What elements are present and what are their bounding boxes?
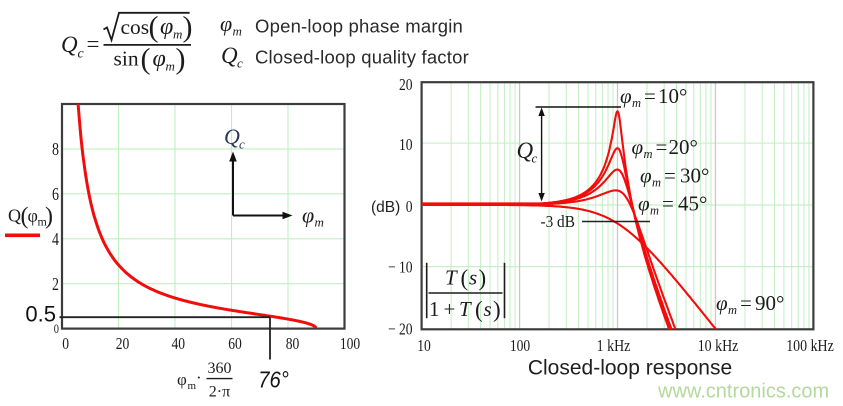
svg-text:φ: φ: [28, 206, 38, 226]
svg-text:φ: φ: [160, 14, 173, 40]
svg-text:c: c: [237, 56, 243, 71]
svg-text:T: T: [445, 266, 458, 290]
svg-text:φ: φ: [220, 11, 232, 36]
svg-text:2·π: 2·π: [209, 384, 230, 401]
svg-text:6: 6: [52, 186, 59, 205]
svg-text:s: s: [484, 297, 492, 321]
svg-text:360: 360: [208, 360, 232, 377]
svg-text:m: m: [173, 27, 182, 42]
svg-text:90°: 90°: [755, 291, 784, 315]
svg-text:): ): [479, 266, 487, 291]
svg-text:): ): [45, 204, 53, 230]
svg-text:0: 0: [54, 322, 59, 336]
svg-text:10: 10: [417, 337, 431, 356]
svg-text:m: m: [166, 59, 175, 74]
svg-text:c: c: [239, 137, 245, 152]
svg-text:m: m: [38, 215, 48, 229]
svg-text:Open-loop phase margin: Open-loop phase margin: [255, 16, 463, 37]
svg-text:sin: sin: [114, 47, 139, 71]
svg-text:=: =: [662, 192, 674, 216]
svg-text:10°: 10°: [658, 84, 687, 108]
svg-text:30°: 30°: [680, 164, 709, 188]
svg-text:− 20: − 20: [388, 320, 413, 339]
svg-text:− 10: − 10: [388, 258, 413, 277]
svg-text:Closed-loop quality factor: Closed-loop quality factor: [255, 47, 469, 68]
svg-text:100: 100: [510, 337, 531, 356]
svg-text:100: 100: [340, 335, 361, 354]
svg-text:=: =: [87, 32, 100, 57]
svg-text:40: 40: [172, 335, 186, 354]
svg-text:45°: 45°: [678, 192, 707, 216]
svg-text:φ: φ: [640, 164, 652, 188]
svg-text:φ: φ: [716, 291, 728, 315]
svg-text:10: 10: [399, 136, 413, 155]
svg-text:φ: φ: [638, 192, 650, 216]
svg-text:m: m: [188, 380, 197, 392]
svg-text:76°: 76°: [258, 366, 289, 393]
svg-text:φ: φ: [177, 370, 187, 389]
svg-text:φ: φ: [153, 46, 166, 72]
svg-text:Q: Q: [517, 138, 534, 163]
svg-text:20°: 20°: [669, 135, 698, 159]
svg-text:(: (: [21, 204, 29, 230]
svg-text:10 kHz: 10 kHz: [698, 337, 739, 356]
svg-text:100 kHz: 100 kHz: [786, 337, 834, 356]
svg-text:c: c: [532, 151, 538, 166]
svg-text:Q: Q: [8, 206, 21, 226]
svg-text:T: T: [459, 297, 472, 321]
svg-text:φ: φ: [632, 135, 644, 159]
svg-text:8: 8: [52, 141, 59, 160]
svg-text:Q: Q: [221, 43, 238, 68]
svg-text:Q: Q: [61, 32, 78, 57]
svg-text:): ): [183, 11, 193, 44]
svg-text:m: m: [650, 204, 659, 218]
svg-text:s: s: [469, 266, 477, 290]
svg-text:(: (: [149, 11, 159, 44]
svg-text:Q: Q: [224, 124, 240, 149]
svg-text:=: =: [664, 164, 676, 188]
svg-text:80: 80: [286, 335, 300, 354]
svg-text:): ): [176, 43, 186, 76]
svg-text:60: 60: [228, 335, 242, 354]
svg-text:4: 4: [52, 231, 59, 250]
svg-text:m: m: [644, 147, 653, 161]
svg-text:+: +: [444, 297, 456, 321]
svg-text:φ: φ: [302, 203, 314, 228]
svg-text:·: ·: [196, 368, 202, 387]
svg-text:m: m: [233, 24, 242, 39]
svg-text:0: 0: [406, 197, 413, 216]
svg-text:(: (: [141, 43, 151, 76]
svg-text:0: 0: [62, 335, 69, 354]
svg-text:20: 20: [399, 76, 413, 95]
svg-text:m: m: [728, 303, 737, 317]
svg-text:=: =: [740, 291, 752, 315]
svg-text:): ): [493, 297, 501, 322]
svg-text:(: (: [475, 297, 483, 322]
svg-text:20: 20: [116, 335, 130, 354]
svg-text:1 kHz: 1 kHz: [597, 337, 631, 356]
svg-text:-3 dB: -3 dB: [541, 213, 575, 231]
svg-text:(: (: [461, 266, 469, 291]
svg-text:Closed-loop response: Closed-loop response: [528, 357, 732, 380]
svg-text:m: m: [652, 176, 661, 190]
svg-text:2: 2: [52, 276, 59, 295]
svg-text:=: =: [644, 84, 656, 108]
svg-text:c: c: [78, 47, 85, 62]
svg-text:cos: cos: [121, 15, 150, 39]
svg-text:www.cntronics.com: www.cntronics.com: [657, 381, 829, 403]
svg-text:0.5: 0.5: [25, 302, 56, 327]
svg-text:1: 1: [429, 297, 440, 321]
svg-text:=: =: [656, 135, 668, 159]
svg-text:m: m: [315, 215, 324, 230]
svg-text:m: m: [632, 96, 641, 110]
svg-text:φ: φ: [620, 84, 632, 108]
svg-text:(dB): (dB): [371, 199, 400, 216]
